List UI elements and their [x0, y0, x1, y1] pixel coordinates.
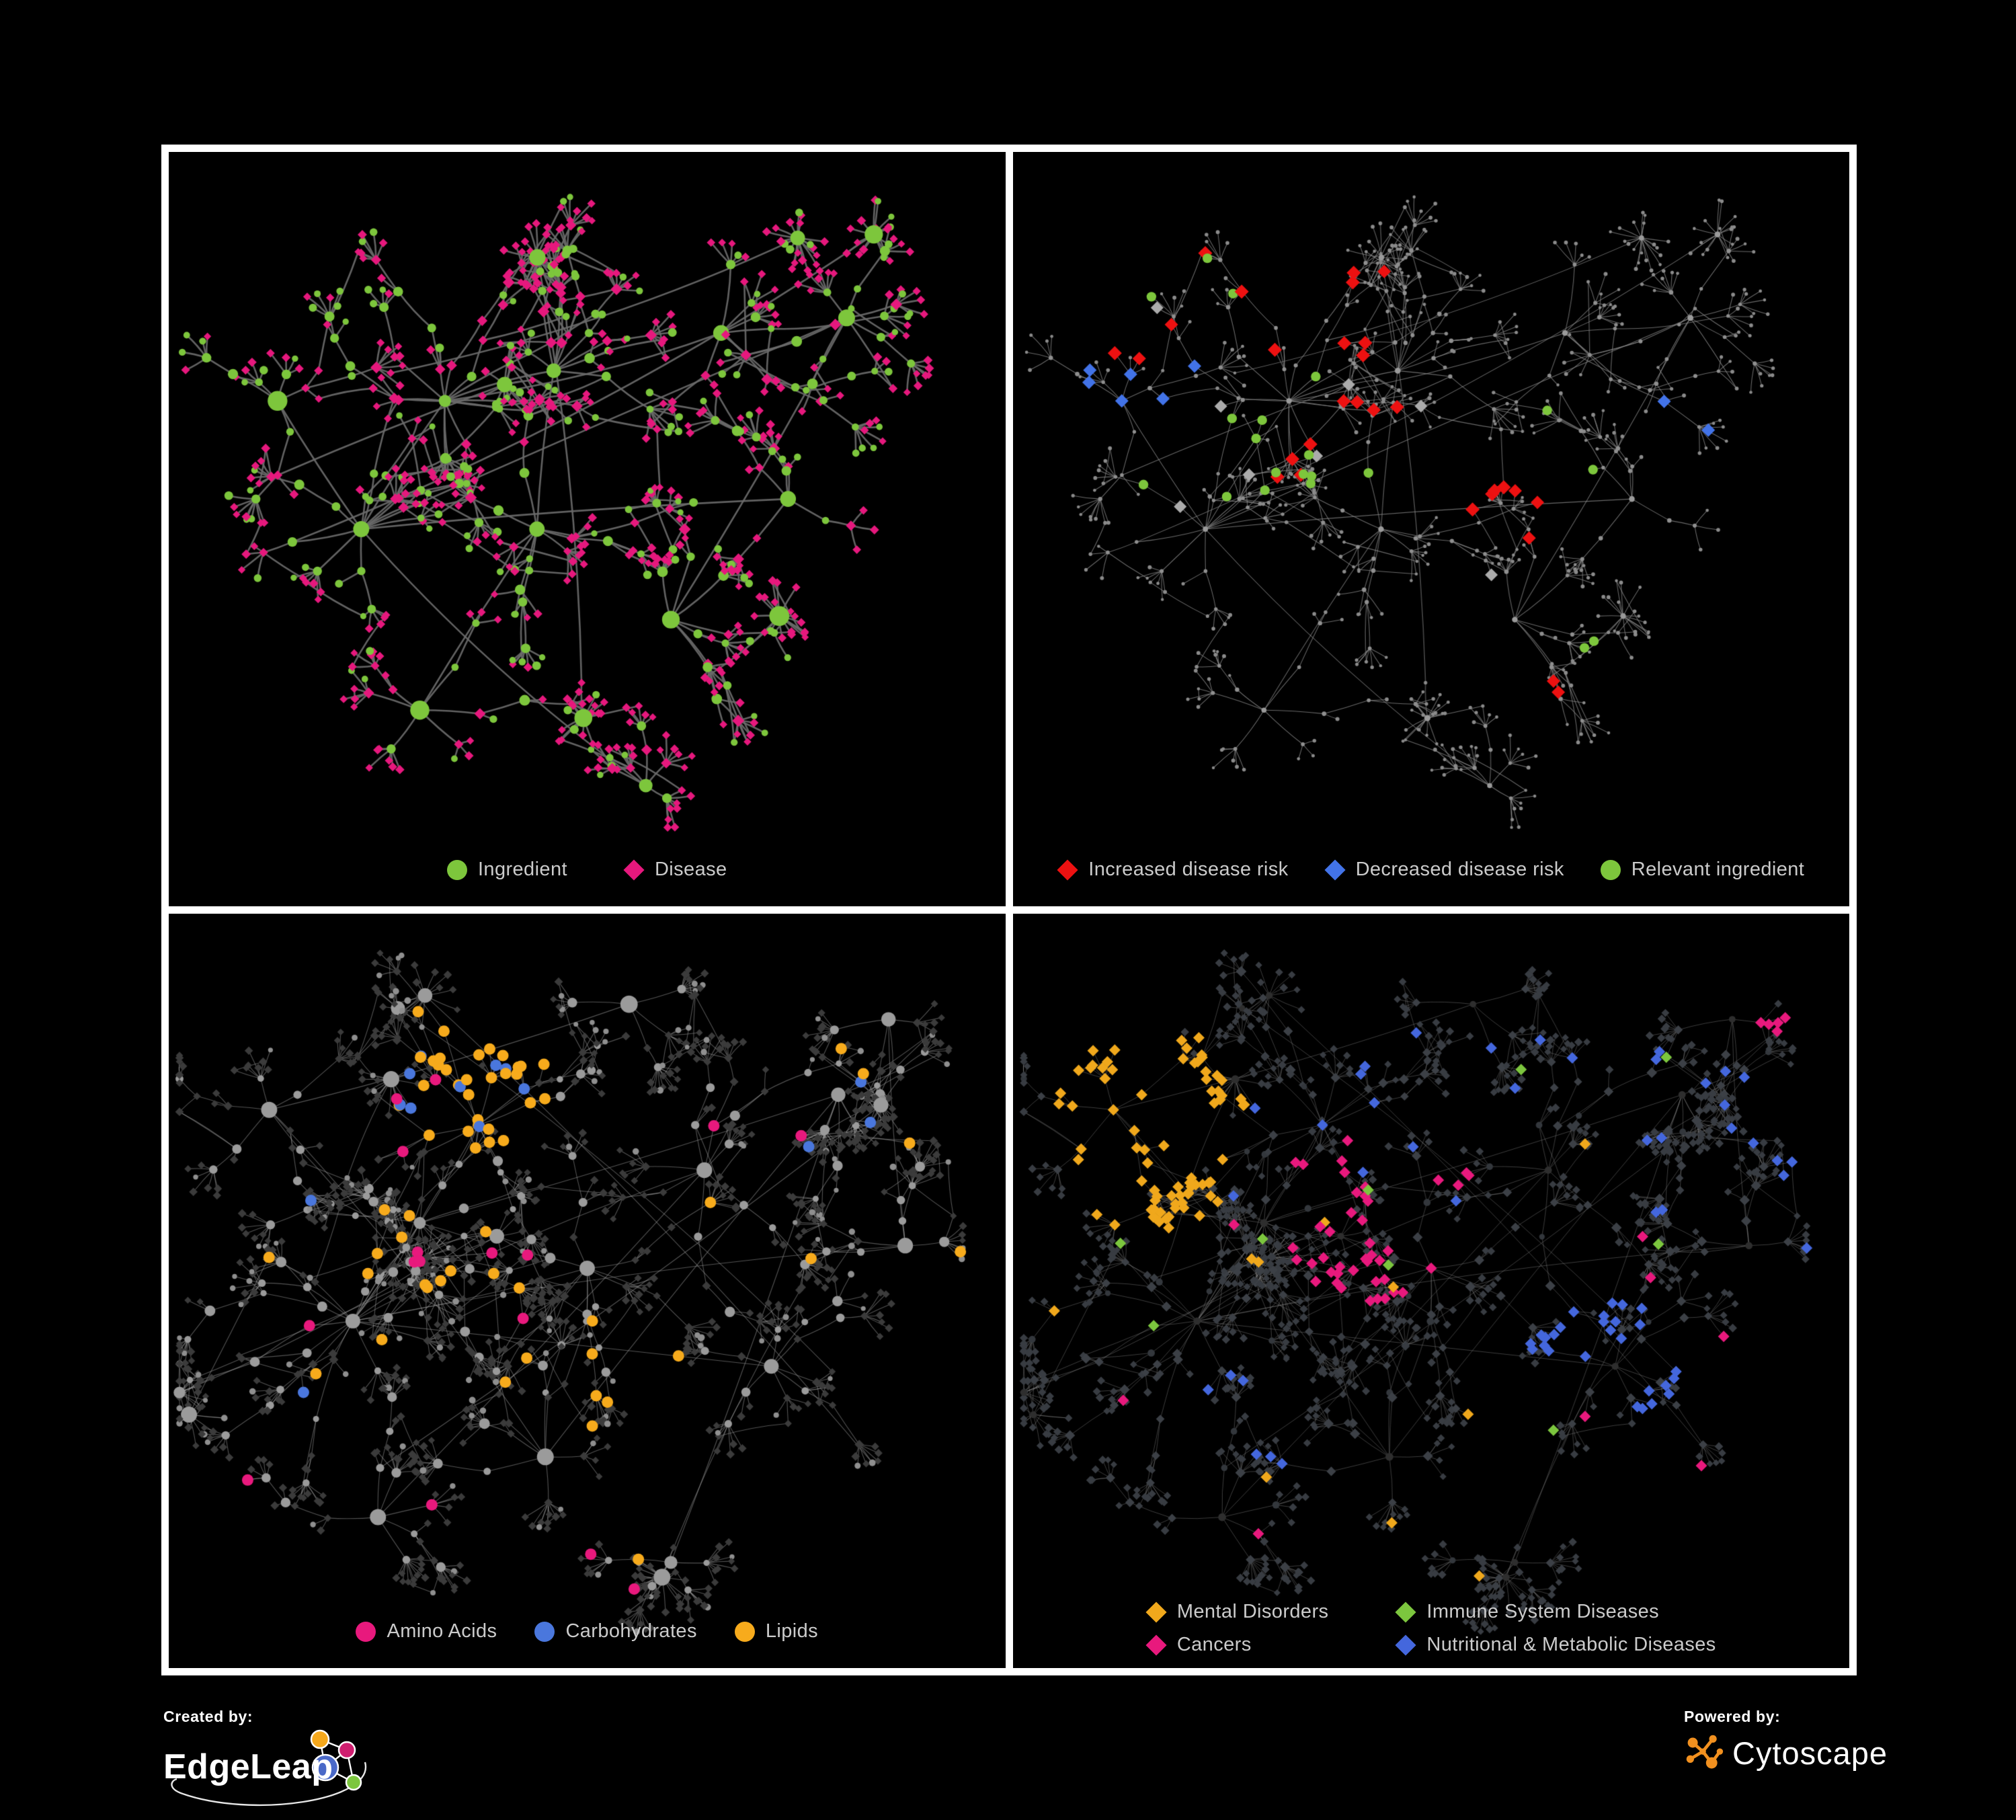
legend-item: Amino Acids — [356, 1620, 497, 1643]
cancers-swatch-icon — [1145, 1634, 1167, 1656]
legend-item: Immune System Diseases — [1395, 1601, 1716, 1623]
powered-by-credit: Powered by: Cytosc — [1684, 1708, 1888, 1773]
mental-disorders-swatch-icon — [1145, 1601, 1167, 1623]
legend-item: Relevant ingredient — [1600, 859, 1805, 881]
carbohydrates-swatch-icon — [534, 1621, 555, 1642]
network-canvas-disease-classes — [1012, 914, 1849, 1668]
legend-item: Ingredient — [446, 859, 567, 881]
legend-item: Lipids — [734, 1620, 819, 1643]
legend-label: Disease — [654, 859, 727, 880]
cytoscape-network-icon — [1686, 1735, 1724, 1769]
legend-item: Decreased disease risk — [1324, 859, 1564, 881]
legend-label: Ingredient — [477, 859, 567, 880]
legend-label: Increased disease risk — [1088, 859, 1289, 880]
legend-label: Immune System Diseases — [1426, 1601, 1660, 1622]
powered-by-label: Powered by: — [1684, 1708, 1781, 1725]
network-canvas-nutrient-classes — [169, 914, 1006, 1668]
ingredient-swatch-icon — [446, 859, 467, 880]
legend-label: Carbohydrates — [565, 1620, 697, 1642]
legend-label: Lipids — [765, 1620, 819, 1642]
lipids-swatch-icon — [734, 1621, 755, 1642]
legend-item: Carbohydrates — [534, 1620, 696, 1643]
panel-disease-classes: Mental Disorders Immune System Diseases … — [1012, 914, 1850, 1668]
disease-swatch-icon — [623, 859, 645, 881]
legend-label: Amino Acids — [387, 1620, 497, 1642]
edgeleap-brand-text: EdgeLeap — [163, 1747, 333, 1786]
legend-ingredients-diseases: Ingredient Disease — [169, 859, 1006, 881]
legend-item: Mental Disorders — [1145, 1601, 1329, 1623]
legend-label: Cancers — [1176, 1634, 1252, 1655]
created-by-credit: Created by: EdgeLeap — [163, 1708, 392, 1814]
legend-disease-risk: Increased disease risk Decreased disease… — [1013, 859, 1850, 881]
created-by-label: Created by: — [163, 1708, 253, 1725]
panel-nutrient-classes: Amino Acids Carbohydrates Lipids — [169, 914, 1006, 1668]
outer-frame: Ingredient Disease Increased disease ris… — [161, 145, 1857, 1675]
legend-item: Disease — [623, 859, 727, 881]
legend-item: Increased disease risk — [1057, 859, 1288, 881]
legend-disease-classes: Mental Disorders Immune System Diseases … — [1013, 1601, 1850, 1656]
legend-label: Decreased disease risk — [1355, 859, 1564, 880]
edgeleap-logo: EdgeLeap — [163, 1729, 367, 1807]
amino-acids-swatch-icon — [356, 1621, 376, 1642]
panel-disease-risk: Increased disease risk Decreased disease… — [1012, 152, 1850, 906]
panel-ingredients-diseases: Ingredient Disease — [169, 152, 1006, 906]
legend-item: Cancers — [1145, 1634, 1329, 1656]
immune-system-diseases-swatch-icon — [1395, 1601, 1416, 1623]
network-canvas-disease-risk — [1012, 152, 1849, 906]
legend-nutrient-classes: Amino Acids Carbohydrates Lipids — [169, 1620, 1006, 1643]
nutritional-metabolic-diseases-swatch-icon — [1395, 1634, 1416, 1656]
decreased-risk-swatch-icon — [1324, 859, 1346, 881]
network-canvas-ingredients-diseases — [169, 152, 1006, 906]
cytoscape-brand-text: Cytoscape — [1732, 1735, 1888, 1771]
legend-label: Mental Disorders — [1176, 1601, 1329, 1622]
legend-item: Nutritional & Metabolic Diseases — [1395, 1634, 1716, 1656]
legend-label: Relevant ingredient — [1631, 859, 1805, 880]
relevant-ingredient-swatch-icon — [1600, 859, 1621, 880]
increased-risk-swatch-icon — [1057, 859, 1078, 881]
legend-label: Nutritional & Metabolic Diseases — [1426, 1634, 1716, 1655]
